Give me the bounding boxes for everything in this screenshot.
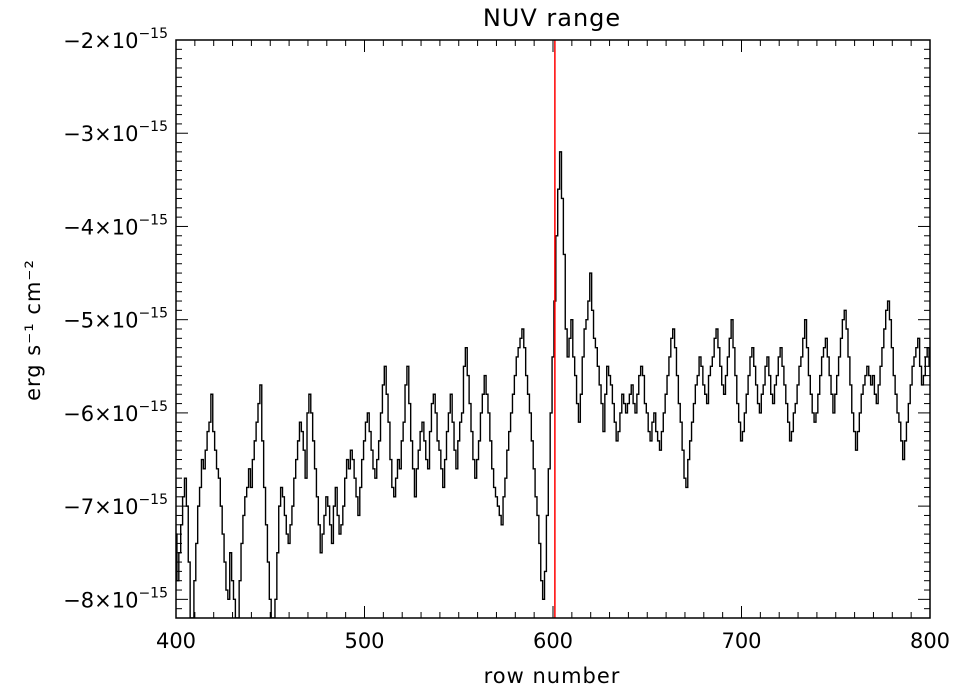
x-tick-label: 800 (910, 629, 950, 653)
y-tick-label: −8×10−15 (63, 585, 168, 612)
series-group (176, 151, 930, 618)
y-tick-label: −5×10−15 (63, 306, 168, 333)
x-tick-label: 600 (533, 629, 573, 653)
y-tick-label: −7×10−15 (63, 492, 168, 519)
x-tick-label: 700 (721, 629, 761, 653)
x-axis-title: row number (484, 664, 621, 688)
y-tick-label: −3×10−15 (63, 119, 168, 146)
y-tick-label: −2×10−15 (63, 26, 168, 53)
x-tick-label: 500 (344, 629, 384, 653)
y-tick-label: −6×10−15 (63, 399, 168, 426)
series-line (176, 151, 930, 618)
y-tick-label: −4×10−15 (63, 212, 168, 239)
plot-frame (175, 39, 931, 619)
y-axis-title: erg s⁻¹ cm⁻² (21, 259, 45, 401)
x-tick-group: 400 500 600 700 800 (156, 40, 950, 653)
chart-title: NUV range (483, 4, 621, 32)
y-tick-group: −2×10−15 −3×10−15 −4×10−15 −5×10−15 −6×10−15… (63, 26, 930, 619)
x-tick-label: 400 (156, 629, 196, 653)
